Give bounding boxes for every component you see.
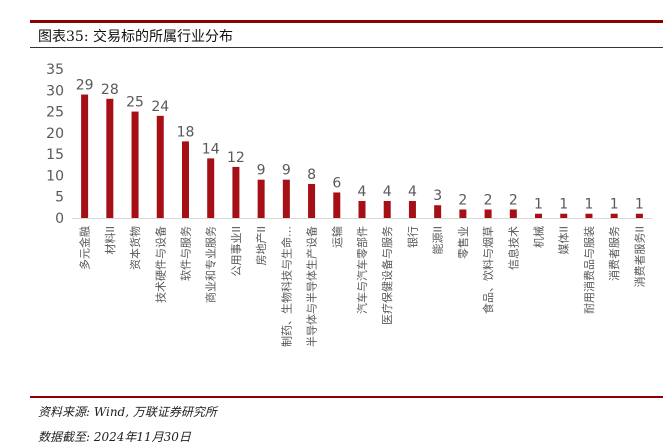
bar <box>358 200 366 218</box>
y-tick-label: 20 <box>46 126 64 142</box>
data-label: 1 <box>635 197 644 213</box>
category-label: 银行 <box>405 226 419 248</box>
data-label: 28 <box>101 82 119 98</box>
y-tick-label: 35 <box>46 62 64 78</box>
bar <box>484 209 492 218</box>
category-label: 制药、生物科技与生命… <box>279 226 293 347</box>
bar <box>535 213 543 218</box>
category-label: 资本货物 <box>128 226 142 270</box>
bar <box>434 205 442 218</box>
bar <box>308 183 316 218</box>
data-label: 4 <box>408 184 417 200</box>
data-label: 4 <box>358 184 367 200</box>
category-label: 公用事业II <box>230 226 243 277</box>
category-label: 食品、饮料与烟草 <box>481 226 495 314</box>
data-label: 1 <box>610 197 619 213</box>
bar <box>509 209 517 218</box>
bar <box>635 213 643 218</box>
data-label: 24 <box>151 99 169 115</box>
category-label: 能源II <box>431 226 445 255</box>
bar <box>207 158 215 218</box>
category-label: 材料II <box>103 226 117 255</box>
y-tick-label: 15 <box>46 147 64 163</box>
data-label: 1 <box>534 197 543 213</box>
category-label: 信息技术 <box>506 226 520 270</box>
chart-area: 0 5 10 15 20 25 30 35 29 多元金融 28 材料II 25 资本货物 24 技术硬件与设… <box>30 49 663 394</box>
category-label: 房地产II <box>254 226 268 266</box>
data-label: 12 <box>227 150 245 166</box>
data-label: 29 <box>76 78 94 94</box>
bar <box>560 213 568 218</box>
data-label: 25 <box>126 95 144 111</box>
bar-chart: 0510152025303529多元金融28材料II25资本货物24技术硬件与设… <box>46 62 652 347</box>
category-label: 机械 <box>532 226 546 248</box>
category-label: 汽车与汽车零部件 <box>355 226 369 314</box>
category-label: 零售业 <box>456 226 470 259</box>
data-label: 2 <box>458 192 467 208</box>
data-label: 1 <box>584 197 593 213</box>
data-label: 6 <box>332 175 341 191</box>
y-tick-label: 25 <box>46 105 64 121</box>
source-note: 资料来源: Wind, 万联证券研究所 <box>38 405 217 419</box>
data-label: 18 <box>177 124 195 140</box>
category-label: 技术硬件与设备 <box>153 226 167 303</box>
data-label: 9 <box>282 163 291 179</box>
data-label: 2 <box>509 192 518 208</box>
category-label: 消费者服务 <box>607 226 621 281</box>
y-tick-label: 10 <box>46 168 64 184</box>
bar <box>181 141 189 218</box>
category-label: 多元金融 <box>78 226 92 270</box>
bar <box>459 209 467 218</box>
bar <box>408 200 416 218</box>
bottom-accent-rule <box>30 396 663 398</box>
bar <box>610 213 618 218</box>
category-label: 半导体与半导体生产设备 <box>305 226 319 347</box>
data-label: 3 <box>433 188 442 204</box>
data-date-note: 数据截至: 2024年11月30日 <box>38 430 191 444</box>
category-label: 消费者服务II <box>632 226 646 288</box>
data-label: 2 <box>484 192 493 208</box>
bar <box>106 98 114 218</box>
y-tick-label: 0 <box>55 211 64 227</box>
data-label: 4 <box>383 184 392 200</box>
bar <box>383 200 391 218</box>
figure-title: 图表35: 交易标的所属行业分布 <box>38 29 233 45</box>
bar <box>232 166 240 218</box>
bar <box>585 213 593 218</box>
y-tick-label: 5 <box>55 190 64 206</box>
category-label: 软件与服务 <box>178 226 192 281</box>
bar <box>333 192 341 218</box>
bar <box>81 94 89 218</box>
top-accent-rule <box>30 20 663 23</box>
data-label: 8 <box>307 167 316 183</box>
bar <box>131 111 139 218</box>
y-tick-label: 30 <box>46 83 64 99</box>
bar <box>156 115 164 218</box>
bar <box>257 179 265 218</box>
data-label: 9 <box>257 163 266 179</box>
data-label: 14 <box>202 141 220 157</box>
data-label: 1 <box>559 197 568 213</box>
category-label: 医疗保健设备与服务 <box>380 226 394 325</box>
category-label: 媒体II <box>557 226 571 255</box>
category-label: 商业和专业服务 <box>204 226 218 303</box>
category-label: 耐用消费品与服装 <box>582 226 596 314</box>
category-label: 运输 <box>330 226 344 248</box>
bar <box>282 179 290 218</box>
title-divider <box>30 47 663 48</box>
